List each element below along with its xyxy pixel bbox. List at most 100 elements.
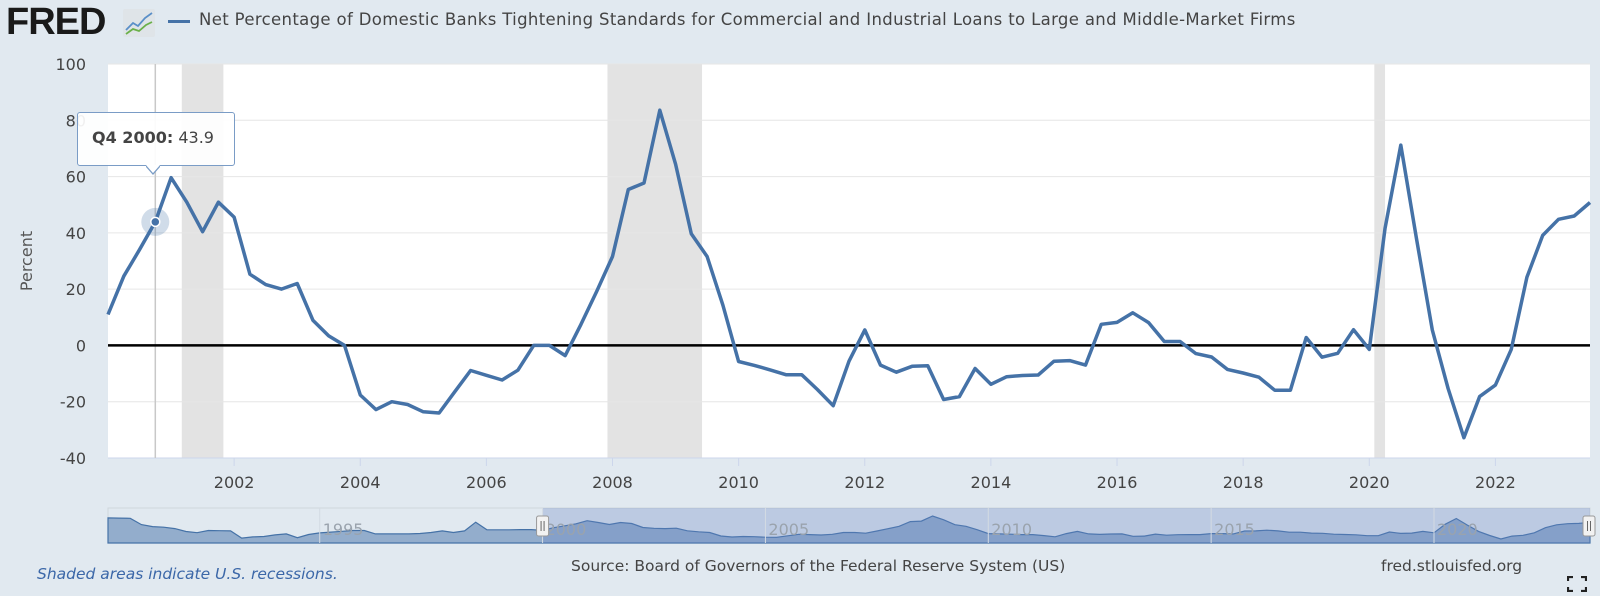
data-point[interactable]	[295, 282, 299, 286]
fullscreen-icon[interactable]	[1567, 576, 1587, 592]
data-point[interactable]	[1462, 436, 1466, 440]
data-point[interactable]	[1572, 214, 1576, 218]
data-point[interactable]	[563, 354, 567, 358]
data-point[interactable]	[784, 373, 788, 377]
data-point[interactable]	[626, 188, 630, 192]
data-point[interactable]	[1383, 227, 1387, 231]
data-point[interactable]	[279, 287, 283, 291]
data-point[interactable]	[1304, 336, 1308, 340]
data-point[interactable]	[1509, 348, 1513, 352]
data-point[interactable]	[879, 363, 883, 367]
data-point[interactable]	[847, 359, 851, 363]
data-point[interactable]	[421, 410, 425, 414]
data-point[interactable]	[1036, 373, 1040, 377]
data-point[interactable]	[106, 312, 110, 316]
data-point[interactable]	[1068, 359, 1072, 363]
data-point[interactable]	[611, 254, 615, 258]
data-point[interactable]	[1020, 374, 1024, 378]
site-link[interactable]: fred.stlouisfed.org	[1381, 557, 1523, 575]
data-point[interactable]	[1556, 217, 1560, 221]
data-point[interactable]	[1147, 321, 1151, 325]
data-point[interactable]	[1320, 355, 1324, 359]
data-point[interactable]	[926, 364, 930, 368]
data-point[interactable]	[1241, 371, 1245, 375]
data-point[interactable]	[973, 367, 977, 371]
data-point[interactable]	[752, 363, 756, 367]
data-point[interactable]	[1083, 363, 1087, 367]
data-point[interactable]	[1352, 328, 1356, 332]
data-point[interactable]	[674, 162, 678, 166]
data-point[interactable]	[327, 334, 331, 338]
navigator-left-handle[interactable]	[536, 515, 550, 537]
series-line[interactable]	[106, 108, 1592, 440]
data-point[interactable]	[216, 200, 220, 204]
data-point[interactable]	[658, 108, 662, 112]
navigator-right-handle[interactable]	[1582, 515, 1596, 537]
data-point[interactable]	[1115, 320, 1119, 324]
data-point[interactable]	[894, 370, 898, 374]
data-point[interactable]	[815, 388, 819, 392]
data-point[interactable]	[1225, 367, 1229, 371]
data-point[interactable]	[1430, 328, 1434, 332]
data-point[interactable]	[1367, 347, 1371, 351]
data-point[interactable]	[390, 400, 394, 404]
data-point[interactable]	[453, 390, 457, 394]
data-point[interactable]	[374, 408, 378, 412]
fred-logo[interactable]: FRED	[6, 1, 106, 43]
data-point[interactable]	[689, 232, 693, 236]
data-point[interactable]	[500, 378, 504, 382]
data-point[interactable]	[169, 176, 173, 180]
data-point[interactable]	[1273, 388, 1277, 392]
data-point[interactable]	[831, 404, 835, 408]
data-point[interactable]	[1415, 237, 1419, 241]
data-point[interactable]	[201, 230, 205, 234]
data-point[interactable]	[1399, 143, 1403, 147]
data-point[interactable]	[138, 248, 142, 252]
data-point[interactable]	[1478, 395, 1482, 399]
data-point[interactable]	[957, 395, 961, 399]
data-point[interactable]	[469, 368, 473, 372]
data-point[interactable]	[1099, 322, 1103, 326]
data-point[interactable]	[122, 274, 126, 278]
data-point[interactable]	[642, 181, 646, 185]
data-point[interactable]	[705, 254, 709, 258]
data-point[interactable]	[358, 393, 362, 397]
series-title[interactable]: Net Percentage of Domestic Banks Tighten…	[199, 10, 1296, 29]
data-point[interactable]	[232, 215, 236, 219]
data-point[interactable]	[942, 397, 946, 401]
data-point[interactable]	[484, 373, 488, 377]
data-point[interactable]	[1541, 233, 1545, 237]
data-point[interactable]	[800, 373, 804, 377]
navigator-selection[interactable]	[542, 508, 1590, 543]
data-point[interactable]	[1210, 355, 1214, 359]
data-point[interactable]	[863, 328, 867, 332]
data-point[interactable]	[342, 343, 346, 347]
data-point[interactable]	[516, 368, 520, 372]
data-point[interactable]	[1525, 275, 1529, 279]
data-point[interactable]	[1052, 359, 1056, 363]
data-point[interactable]	[1194, 352, 1198, 356]
data-point[interactable]	[1257, 375, 1261, 379]
data-point[interactable]	[532, 343, 536, 347]
data-point[interactable]	[311, 318, 315, 322]
data-point[interactable]	[989, 382, 993, 386]
data-point[interactable]	[910, 364, 914, 368]
data-point[interactable]	[547, 343, 551, 347]
data-point[interactable]	[185, 200, 189, 204]
data-point[interactable]	[1336, 351, 1340, 355]
data-point[interactable]	[579, 322, 583, 326]
data-point[interactable]	[721, 303, 725, 307]
data-point[interactable]	[1178, 339, 1182, 343]
data-point[interactable]	[1588, 200, 1592, 204]
data-point[interactable]	[1131, 311, 1135, 315]
data-point[interactable]	[406, 403, 410, 407]
data-point[interactable]	[595, 289, 599, 293]
data-point[interactable]	[1162, 339, 1166, 343]
data-point[interactable]	[1446, 386, 1450, 390]
data-point[interactable]	[1005, 375, 1009, 379]
data-point[interactable]	[1493, 383, 1497, 387]
data-point[interactable]	[264, 283, 268, 287]
data-point[interactable]	[737, 359, 741, 363]
data-point[interactable]	[1288, 388, 1292, 392]
